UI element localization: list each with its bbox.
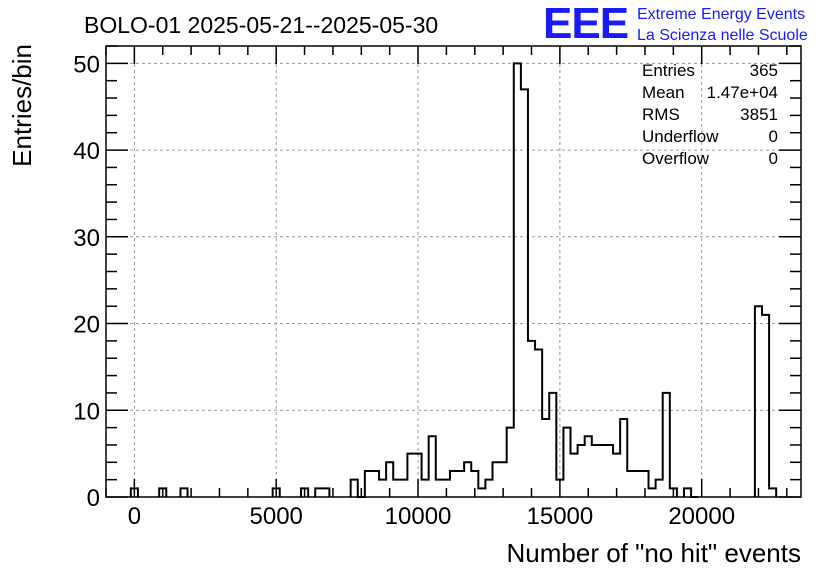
histogram-bin-45 (620, 419, 627, 497)
histogram-bin-29 (507, 428, 514, 497)
y-tick-label: 40 (73, 138, 100, 165)
stats-value-mean: 1.47e+04 (707, 83, 778, 102)
stats-value-entries: 365 (750, 61, 778, 80)
plot-frame (105, 45, 802, 498)
histogram-bin-46 (627, 471, 634, 497)
histogram-bin-13 (393, 480, 400, 497)
histogram-bin-34 (542, 419, 549, 497)
histogram-bin-7 (351, 480, 358, 497)
tick-labels: 0 5000 10000 15000 20000 0 10 20 30 40 50 (73, 51, 735, 530)
histogram-bin-43 (606, 445, 613, 497)
histogram-bin-55 (755, 306, 762, 497)
x-tick-label: 5000 (250, 503, 303, 530)
x-tick-label: 20000 (668, 503, 735, 530)
histogram-bin-26 (485, 480, 492, 497)
y-tick-label: 20 (73, 312, 100, 339)
histogram-bin-33 (535, 350, 542, 497)
histogram-bin-40 (585, 436, 592, 497)
grid-lines (106, 46, 801, 497)
histogram-bin-50 (656, 480, 663, 497)
y-axis-title: Entries/bin (7, 44, 37, 167)
histogram-bin-37 (563, 428, 570, 497)
histogram-bin-25 (478, 488, 485, 497)
histogram-bin-15 (407, 454, 414, 497)
histogram-bin-32 (528, 341, 535, 497)
histogram-bin-51 (663, 393, 670, 497)
stats-value-rms: 3851 (740, 105, 778, 124)
stats-label-entries: Entries (642, 61, 695, 80)
histogram-bin-47 (634, 471, 641, 497)
eee-logo: EEE Extreme Energy Events La Scienza nel… (543, 0, 808, 48)
histogram-bin-27 (493, 462, 500, 497)
histogram-bin-41 (592, 445, 599, 497)
stats-label-mean: Mean (642, 83, 685, 102)
histogram-bin-17 (422, 480, 429, 497)
x-tick-label: 0 (128, 503, 141, 530)
y-tick-label: 50 (73, 51, 100, 78)
histogram-bin-21 (450, 471, 457, 497)
histogram-bin-57 (769, 488, 776, 497)
stats-value-overflow: 0 (769, 149, 778, 168)
axis-ticks (105, 45, 801, 498)
histogram-bin-10 (372, 471, 379, 497)
histogram-outline (129, 62, 778, 498)
histogram-bin-38 (571, 454, 578, 497)
y-tick-label: 0 (87, 485, 100, 512)
chart-title: BOLO-01 2025-05-21--2025-05-30 (84, 12, 438, 38)
stats-label-overflow: Overflow (642, 149, 710, 168)
logo-line-1: Extreme Energy Events (637, 6, 805, 23)
histogram-bin-6 (322, 488, 329, 497)
histogram-bin-49 (649, 488, 656, 497)
histogram-bin-39 (578, 445, 585, 497)
logo-line-2: La Scienza nelle Scuole (637, 27, 808, 44)
stats-box: Entries 365 Mean 1.47e+04 RMS 3851 Underflow 0 O… (642, 61, 778, 168)
x-tick-label: 15000 (527, 503, 594, 530)
histogram-bin-5 (315, 488, 322, 497)
histogram-bin-11 (379, 480, 386, 497)
histogram-bin-30 (514, 63, 521, 497)
stats-value-underflow: 0 (769, 127, 778, 146)
y-tick-label: 30 (73, 225, 100, 252)
x-axis-title: Number of "no hit" events (507, 538, 802, 568)
histogram-bin-53 (684, 488, 691, 497)
histogram-bin-2 (180, 488, 187, 497)
histogram-bin-19 (436, 480, 443, 497)
eee-logo-mark: EEE (543, 0, 628, 48)
histogram-bin-18 (429, 436, 436, 497)
histogram-bin-42 (599, 445, 606, 497)
y-tick-label: 10 (73, 398, 100, 425)
histogram-bin-23 (464, 462, 471, 497)
histogram-bin-14 (400, 480, 407, 497)
histogram-bin-22 (457, 471, 464, 497)
stats-label-underflow: Underflow (642, 127, 719, 146)
histogram-bin-9 (365, 471, 372, 497)
stats-label-rms: RMS (642, 105, 680, 124)
histogram-bin-35 (549, 393, 556, 497)
x-tick-label: 10000 (385, 503, 452, 530)
histogram-bin-56 (762, 315, 769, 497)
